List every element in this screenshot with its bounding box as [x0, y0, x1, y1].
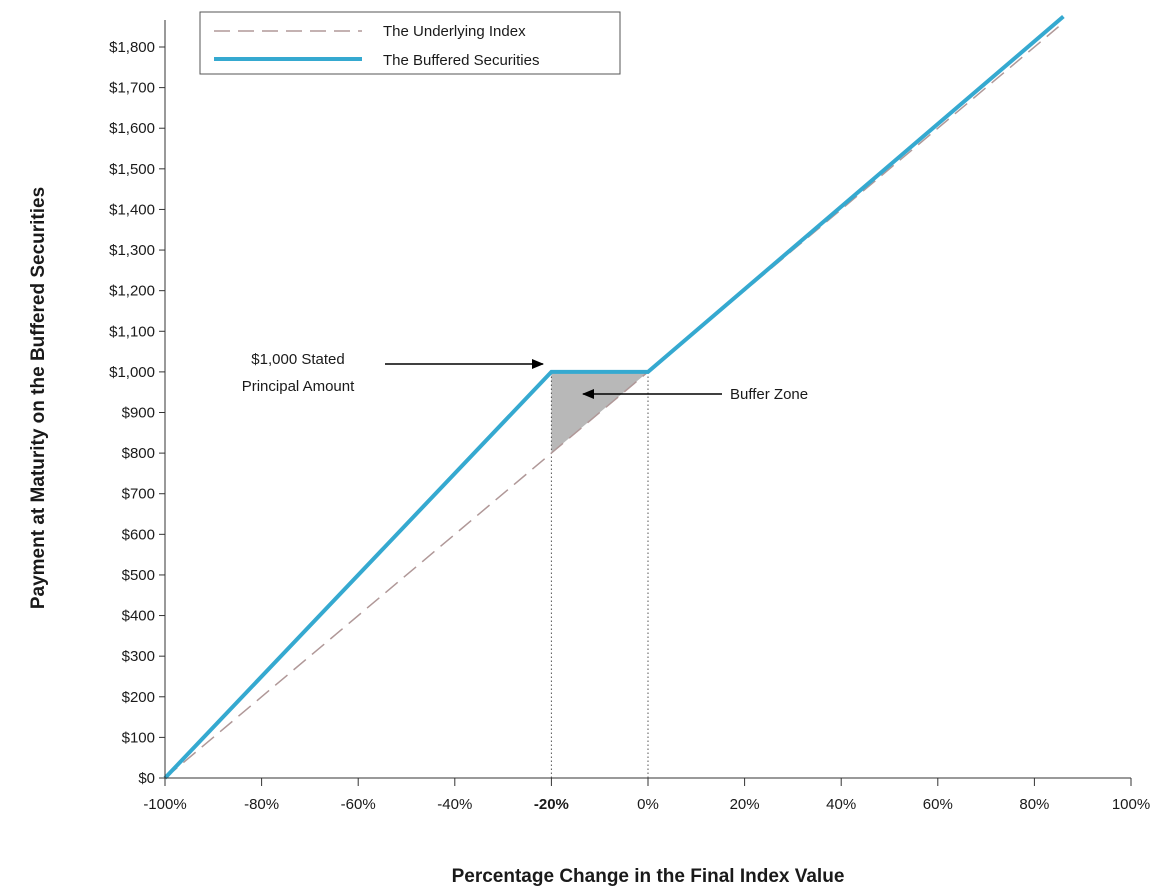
y-tick-label: $1,800 [109, 39, 155, 56]
x-tick-label: -80% [244, 796, 279, 813]
y-tick-label: $1,500 [109, 161, 155, 178]
y-axis-title: Payment at Maturity on the Buffered Secu… [28, 187, 49, 609]
y-tick-label: $400 [122, 608, 155, 625]
buffer-zone-label: Buffer Zone [730, 386, 808, 403]
x-tick-label: 40% [826, 796, 856, 813]
x-tick-label: 100% [1112, 796, 1150, 813]
x-tick-label: 60% [923, 796, 953, 813]
y-tick-label: $1,300 [109, 242, 155, 259]
principal-annotation-line-1: $1,000 Stated [251, 351, 344, 368]
y-tick-label: $0 [138, 770, 155, 787]
y-tick-label: $300 [122, 648, 155, 665]
y-tick-label: $1,400 [109, 201, 155, 218]
buffer-zone-annotation: Buffer Zone [582, 386, 808, 403]
x-tick-label: 0% [637, 796, 659, 813]
x-tick-label: 80% [1019, 796, 1049, 813]
legend-label-buffered-securities: The Buffered Securities [383, 52, 539, 69]
x-tick-label: 20% [730, 796, 760, 813]
y-tick-label: $800 [122, 445, 155, 462]
y-tick-label: $200 [122, 689, 155, 706]
y-tick-label: $500 [122, 567, 155, 584]
x-tick-label: -60% [341, 796, 376, 813]
y-tick-label: $1,000 [109, 364, 155, 381]
y-tick-label: $700 [122, 486, 155, 503]
y-tick-label: $900 [122, 405, 155, 422]
legend-box [199, 11, 621, 75]
x-axis-title: Percentage Change in the Final Index Val… [452, 866, 845, 887]
legend: The Underlying Index The Buffered Securi… [199, 11, 621, 75]
legend-label-underlying-index: The Underlying Index [383, 23, 526, 40]
x-tick-label: -100% [143, 796, 186, 813]
series-line-the-underlying-index [164, 26, 1060, 779]
y-tick-label: $600 [122, 526, 155, 543]
y-tick-label: $1,100 [109, 323, 155, 340]
y-tick-label: $1,600 [109, 120, 155, 137]
x-tick-label: -40% [437, 796, 472, 813]
principal-annotation: $1,000 Stated Principal Amount [242, 351, 544, 395]
y-tick-label: $1,200 [109, 283, 155, 300]
y-tick-label: $1,700 [109, 80, 155, 97]
y-tick-label: $100 [122, 729, 155, 746]
x-tick-label: -20% [534, 796, 569, 813]
principal-annotation-line-2: Principal Amount [242, 378, 355, 395]
series-line-the-buffered-securities [163, 15, 1065, 780]
